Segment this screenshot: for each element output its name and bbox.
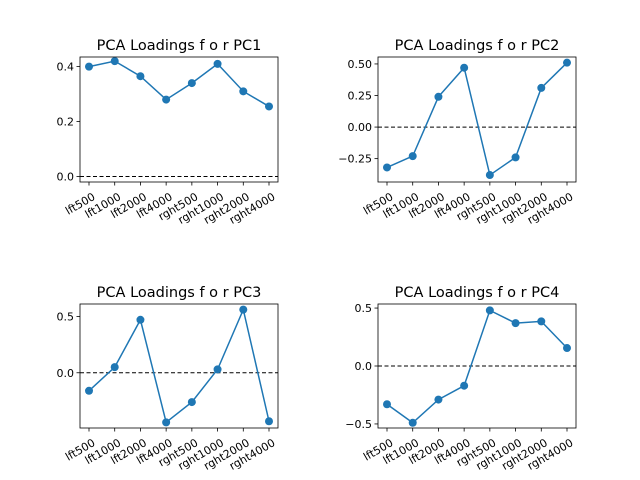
y-tick-label: −0.25 — [338, 153, 372, 166]
y-tick-label: 0.0 — [355, 360, 373, 373]
data-point-lft2000 — [136, 315, 145, 324]
data-point-lft4000 — [162, 95, 171, 104]
data-point-lft2000 — [434, 395, 443, 404]
data-point-lft1000 — [408, 152, 417, 161]
loading-series-line — [88, 60, 270, 108]
data-point-rght4000 — [563, 58, 571, 67]
data-point-lft4000 — [460, 381, 469, 390]
data-point-lft2000 — [434, 92, 443, 101]
data-point-lft4000 — [162, 418, 171, 427]
data-point-rght2000 — [537, 83, 546, 92]
data-point-rght4000 — [265, 102, 273, 111]
data-point-rght2000 — [239, 87, 248, 96]
data-point-rght1000 — [511, 153, 520, 162]
axes-frame — [79, 56, 279, 183]
data-point-rght500 — [187, 398, 196, 407]
data-point-rght2000 — [537, 317, 546, 326]
y-tick-label: 0.2 — [57, 116, 75, 129]
y-tick-label: 0.0 — [57, 171, 75, 184]
data-point-lft500 — [85, 62, 93, 71]
data-point-lft1000 — [408, 418, 417, 427]
data-point-rght4000 — [265, 417, 273, 426]
data-point-rght1000 — [213, 59, 222, 68]
data-point-lft500 — [383, 400, 391, 409]
loading-series-line — [386, 309, 568, 424]
data-point-lft1000 — [110, 363, 119, 372]
data-point-lft4000 — [460, 63, 469, 72]
data-point-lft500 — [85, 386, 93, 395]
data-point-rght2000 — [239, 305, 248, 314]
data-point-rght500 — [187, 79, 196, 88]
chart-title: PCA Loadings f o r PC4 — [395, 285, 560, 301]
y-tick-label: 0.5 — [355, 302, 373, 315]
y-tick-label: −0.5 — [345, 418, 372, 431]
y-tick-label: 0.50 — [348, 58, 373, 71]
y-tick-label: 0.0 — [57, 367, 75, 380]
axes-frame — [79, 303, 279, 429]
data-point-rght4000 — [563, 344, 571, 353]
data-point-rght500 — [485, 171, 494, 180]
loading-series-line — [386, 62, 568, 177]
y-tick-label: 0.4 — [57, 61, 75, 74]
chart-pc4: PCA Loadings f o r PC4−0.50.00.5lft500lf… — [345, 285, 577, 473]
loading-series-line — [88, 307, 270, 424]
y-tick-label: 0.00 — [348, 121, 373, 134]
data-point-lft500 — [383, 163, 391, 172]
chart-title: PCA Loadings f o r PC2 — [395, 38, 560, 54]
chart-pc3: PCA Loadings f o r PC30.00.5lft500lft100… — [57, 285, 279, 473]
data-point-rght500 — [485, 306, 494, 315]
data-point-rght1000 — [213, 365, 222, 374]
chart-pc1: PCA Loadings f o r PC10.00.20.4lft500lft… — [57, 38, 279, 227]
y-tick-label: 0.25 — [348, 90, 373, 103]
data-point-lft1000 — [110, 57, 119, 66]
chart-title: PCA Loadings f o r PC1 — [97, 38, 262, 54]
data-point-rght1000 — [511, 319, 520, 328]
chart-title: PCA Loadings f o r PC3 — [97, 285, 262, 301]
y-tick-label: 0.5 — [57, 310, 75, 323]
chart-pc2: PCA Loadings f o r PC2−0.250.000.250.50l… — [338, 38, 577, 227]
data-point-lft2000 — [136, 72, 145, 81]
axes-frame — [377, 56, 577, 183]
